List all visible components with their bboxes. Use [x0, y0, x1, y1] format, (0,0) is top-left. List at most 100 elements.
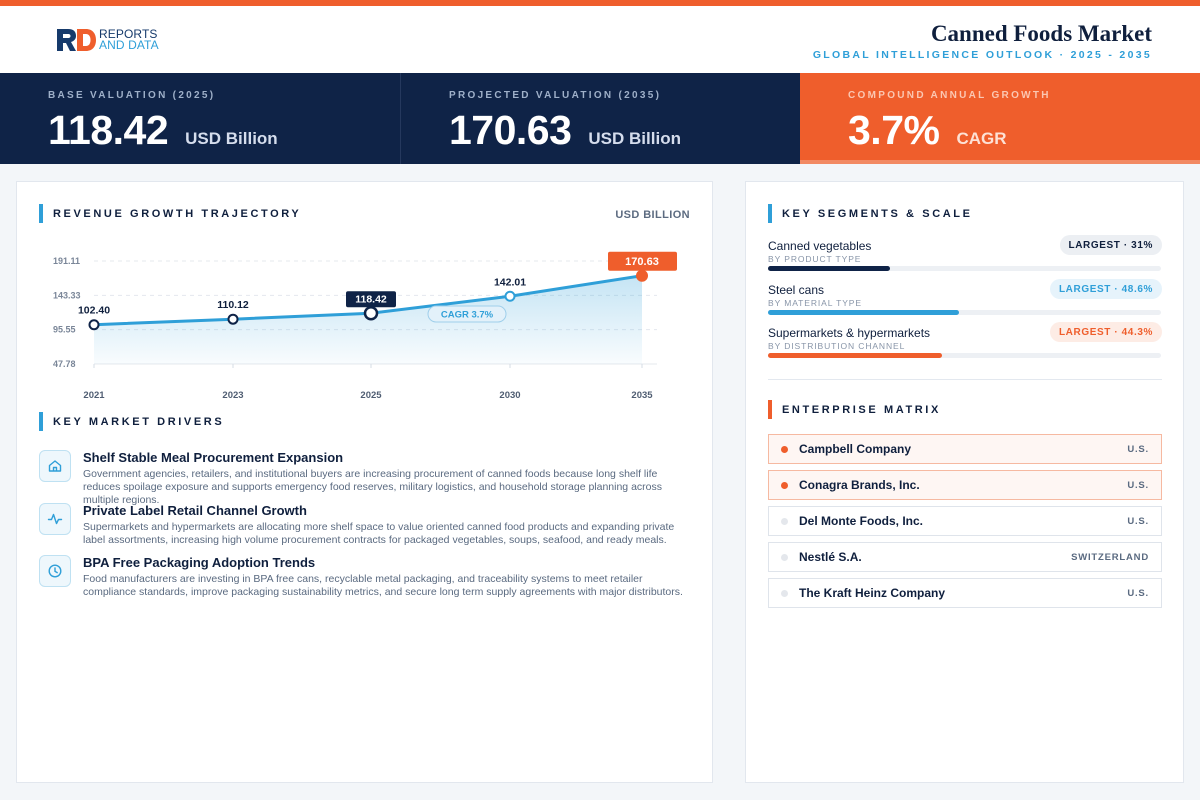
kpi-strip: BASE VALUATION (2025) 118.42 USD Billion…: [0, 73, 1200, 164]
page-title: Canned Foods Market: [930, 21, 1152, 46]
revenue-trend-chart: 191.11 143.33 95.55 47.78 2021 2023 2025 2030 20…: [53, 251, 677, 401]
y-tick-label: 143.33: [53, 290, 81, 300]
chart-unit-label: USD BILLION: [615, 209, 690, 221]
segment-share-badge: LARGEST · 31%: [1059, 235, 1162, 255]
segment-share-badge: LARGEST · 44.3%: [1049, 322, 1162, 342]
y-tick-label: 95.55: [53, 325, 76, 335]
segment-share-fill: [768, 266, 890, 271]
top-accent-bar: [0, 0, 1200, 6]
section-marker: [39, 204, 43, 223]
status-dot: [781, 518, 788, 525]
data-point-base: [363, 305, 379, 321]
kpi-value: 3.7%: [848, 107, 940, 153]
section-divider: [768, 379, 1162, 380]
kpi-unit: USD Billion: [588, 129, 681, 148]
segment-category: BY DISTRIBUTION CHANNEL: [768, 341, 906, 351]
chart-section-title-text: REVENUE GROWTH TRAJECTORY: [53, 207, 302, 220]
company-row[interactable]: Del Monte Foods, Inc. U.S.: [768, 506, 1162, 536]
status-dot: [781, 446, 788, 453]
data-point: [227, 313, 239, 325]
company-name: Nestlé S.A.: [799, 550, 862, 564]
logo-wordmark: REPORTS AND DATA: [99, 27, 159, 52]
status-dot: [781, 482, 788, 489]
kpi-underline: [800, 160, 1200, 164]
chart-and-drivers-panel: REVENUE GROWTH TRAJECTORY USD BILLION 19…: [16, 181, 713, 783]
kpi-unit: USD Billion: [185, 129, 278, 148]
section-marker: [39, 412, 43, 431]
page-header: REPORTS AND DATA Canned Foods Market GLO…: [0, 6, 1200, 73]
company-country: U.S.: [1127, 588, 1149, 599]
segment-share-fill: [768, 310, 959, 315]
company-row[interactable]: Campbell Company U.S.: [768, 434, 1162, 464]
data-label: 110.12: [217, 299, 249, 311]
driver-title: Shelf Stable Meal Procurement Expansion: [83, 450, 344, 465]
kpi-value: 170.63: [449, 107, 572, 153]
status-dot: [781, 590, 788, 597]
segment-share-track: [768, 310, 1161, 315]
logo-mark: [55, 28, 97, 52]
home-icon: [39, 450, 71, 482]
cagr-annotation: CAGR 3.7%: [441, 310, 494, 321]
driver-title: BPA Free Packaging Adoption Trends: [83, 555, 316, 570]
driver-description: Supermarkets and hypermarkets are alloca…: [83, 521, 675, 546]
segments-and-matrix-panel: KEY SEGMENTS & SCALE Canned vegetables BY…: [745, 181, 1184, 783]
data-point: [88, 319, 100, 331]
brand-logo[interactable]: REPORTS AND DATA: [55, 28, 159, 52]
kpi-label: COMPOUND ANNUAL GROWTH: [848, 90, 1051, 101]
cagr-annotation-pill: [427, 305, 507, 323]
company-name: Conagra Brands, Inc.: [799, 478, 920, 492]
company-country: SWITZERLAND: [1071, 552, 1149, 563]
data-label: 102.40: [78, 305, 110, 317]
kpi-label: BASE VALUATION (2025): [48, 90, 216, 101]
x-tick-label: 2025: [360, 390, 382, 401]
driver-title: Private Label Retail Channel Growth: [83, 503, 307, 518]
kpi-projected-valuation: PROJECTED VALUATION (2035) 170.63 USD Bi…: [400, 73, 801, 164]
clock-icon: [39, 555, 71, 587]
data-point: [504, 290, 516, 302]
page-subtitle: GLOBAL INTELLIGENCE OUTLOOK · 2025 - 203…: [812, 49, 1152, 61]
company-name: Campbell Company: [799, 442, 912, 456]
drivers-section-title: KEY MARKET DRIVERS: [39, 412, 224, 431]
company-country: U.S.: [1127, 444, 1149, 455]
segment-category: BY MATERIAL TYPE: [768, 298, 862, 308]
company-row[interactable]: Conagra Brands, Inc. U.S.: [768, 470, 1162, 500]
rd-logo-icon: [57, 29, 96, 51]
company-row[interactable]: The Kraft Heinz Company U.S.: [768, 578, 1162, 608]
status-dot: [781, 554, 788, 561]
company-country: U.S.: [1127, 480, 1149, 491]
x-tick-label: 2021: [83, 390, 105, 401]
data-label: 170.63: [625, 256, 659, 268]
company-row[interactable]: Nestlé S.A. SWITZERLAND: [768, 542, 1162, 572]
driver-description: Food manufacturers are investing in BPA …: [83, 573, 683, 598]
segments-section-title: KEY SEGMENTS & SCALE: [768, 204, 973, 223]
segment-share-fill: [768, 353, 943, 358]
segment-share-track: [768, 266, 1161, 271]
driver-description: Government agencies, retailers, and inst…: [83, 468, 662, 506]
x-tick-label: 2023: [222, 390, 243, 401]
segment-name: Canned vegetables: [768, 239, 872, 253]
kpi-underline: [401, 160, 801, 164]
activity-icon: [39, 503, 71, 535]
data-label: 142.01: [494, 276, 526, 288]
section-marker: [768, 204, 772, 223]
kpi-label: PROJECTED VALUATION (2035): [449, 90, 662, 101]
kpi-underline: [0, 160, 400, 164]
segment-name: Supermarkets & hypermarkets: [768, 326, 931, 340]
kpi-cagr: COMPOUND ANNUAL GROWTH 3.7% CAGR: [800, 73, 1200, 164]
logo-line-2: AND DATA: [99, 38, 159, 52]
logo-line-1: REPORTS: [99, 27, 158, 41]
y-tick-label: 47.78: [53, 359, 76, 369]
segment-share-track: [768, 353, 1161, 358]
segment-name: Steel cans: [768, 283, 825, 297]
matrix-section-title-text: ENTERPRISE MATRIX: [782, 403, 941, 416]
data-point-projected: [636, 269, 648, 282]
data-label: 118.42: [355, 294, 387, 306]
drivers-section-title-text: KEY MARKET DRIVERS: [53, 415, 225, 428]
section-marker: [768, 400, 772, 419]
kpi-base-valuation: BASE VALUATION (2025) 118.42 USD Billion: [0, 73, 400, 164]
kpi-unit: CAGR: [956, 129, 1007, 148]
company-country: U.S.: [1127, 516, 1149, 527]
matrix-section-title: ENTERPRISE MATRIX: [768, 400, 941, 419]
segment-category: BY PRODUCT TYPE: [768, 254, 862, 264]
kpi-value: 118.42: [48, 107, 169, 153]
